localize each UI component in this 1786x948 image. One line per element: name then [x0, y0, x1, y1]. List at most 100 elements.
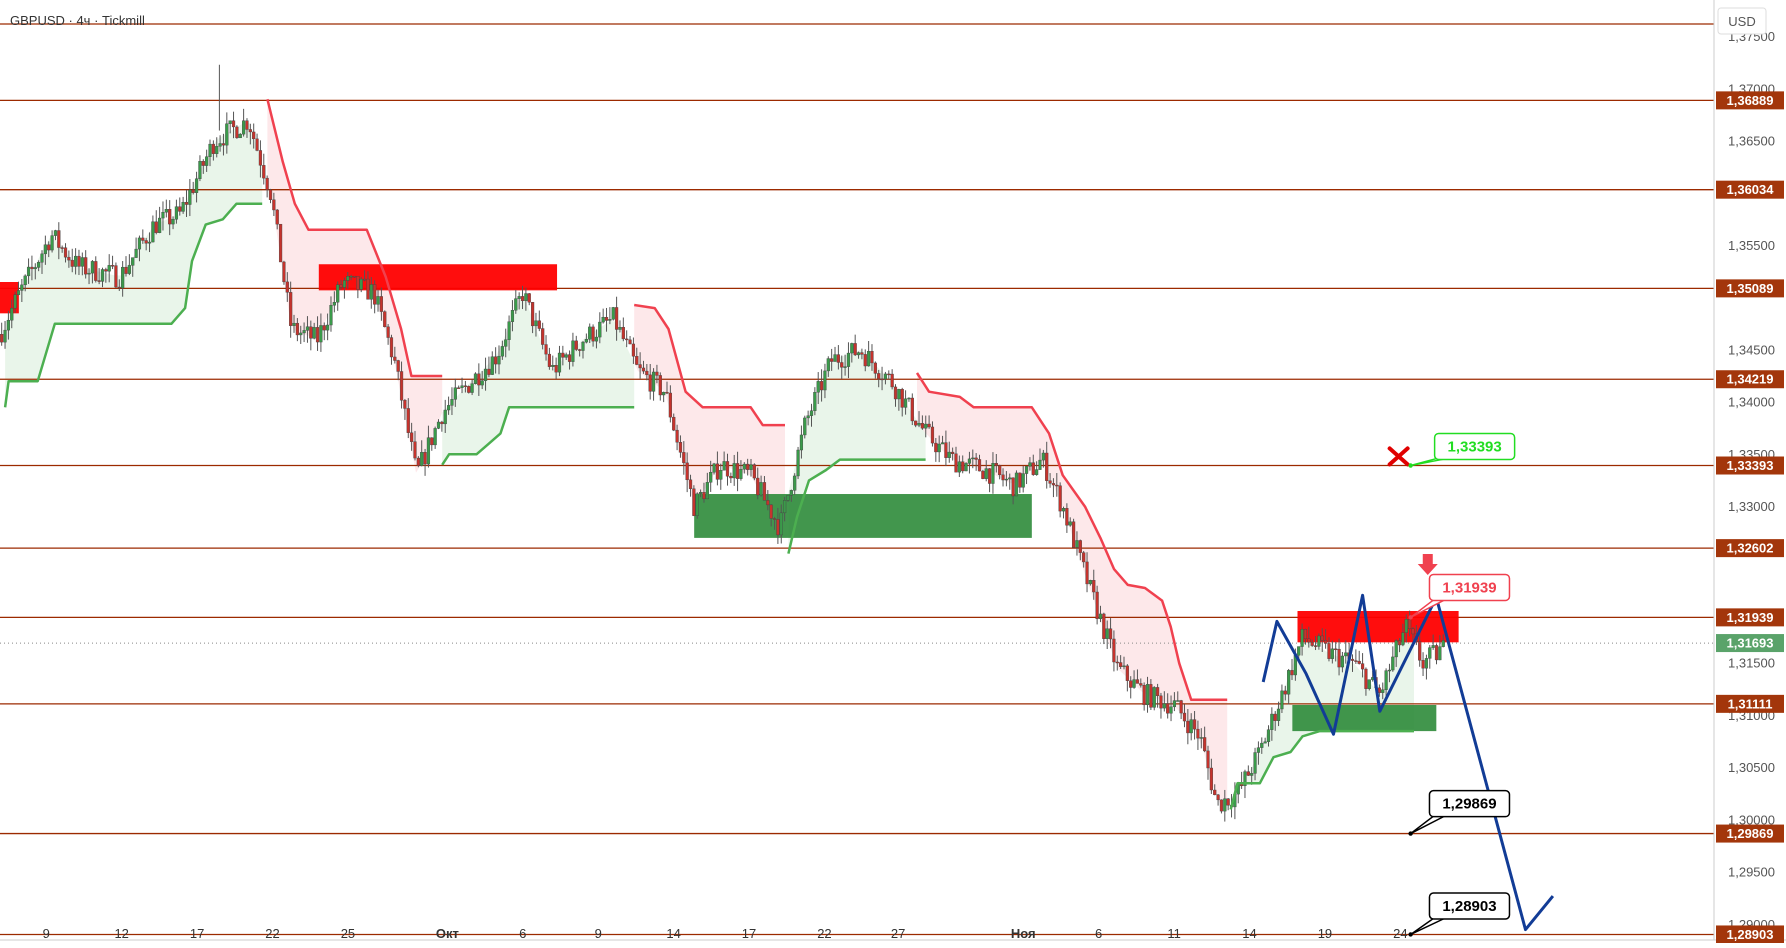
- candle-bear: [900, 389, 904, 408]
- candle-bear: [574, 340, 578, 350]
- currency-box[interactable]: [1717, 7, 1767, 35]
- candle-bull: [242, 120, 246, 135]
- candle-bull: [1441, 640, 1445, 647]
- candle-bull: [3, 329, 7, 343]
- candle-bull: [13, 294, 17, 309]
- candle-bear: [1350, 658, 1355, 661]
- y-tick-label: 1,34000: [1728, 395, 1775, 410]
- candle-bull: [712, 463, 716, 473]
- candle-bear: [1273, 713, 1277, 721]
- candle-bear: [477, 373, 481, 386]
- candle-bear: [567, 354, 572, 362]
- candle-bull: [957, 461, 961, 473]
- candle-bull: [164, 209, 168, 213]
- callout-anchor: [1408, 463, 1413, 468]
- candle-bull: [1287, 670, 1291, 695]
- x-tick-label: 19: [1318, 926, 1332, 941]
- candle-bear: [1307, 638, 1311, 643]
- y-tick-label: 1,36500: [1728, 134, 1775, 149]
- candle-bear: [840, 362, 844, 368]
- candle-bull: [850, 343, 854, 354]
- candle-bear: [530, 302, 535, 327]
- candle-bull: [188, 189, 192, 205]
- candle-bear: [1142, 685, 1146, 706]
- candle-bull: [346, 276, 350, 281]
- trailing-stop-up: [787, 458, 926, 554]
- candle-bear: [201, 161, 205, 166]
- candle-bear: [70, 259, 74, 267]
- candle-bear: [893, 386, 898, 400]
- candle-bear: [1209, 767, 1213, 791]
- candle-bull: [326, 324, 330, 331]
- candle-bear: [366, 278, 370, 300]
- candle-bull: [319, 325, 323, 343]
- candle-bear: [339, 284, 343, 288]
- candle-bull: [470, 383, 474, 393]
- x-tick-label: 14: [666, 926, 680, 941]
- candle-bear: [692, 488, 696, 516]
- candle-bull: [1330, 648, 1334, 659]
- candle-bull: [1189, 719, 1193, 734]
- candle-bull: [1317, 635, 1321, 647]
- candle-bear: [1203, 737, 1207, 752]
- candle-bear: [352, 275, 357, 278]
- candle-bull: [883, 373, 888, 380]
- candle-bull: [709, 472, 713, 483]
- candle-bear: [252, 131, 256, 140]
- candle-bear: [648, 374, 652, 392]
- candle-bear: [84, 257, 88, 275]
- candle-bear: [94, 261, 98, 281]
- candle-bull: [924, 423, 928, 429]
- level-label-bg: [1716, 456, 1784, 475]
- candle-bull: [705, 482, 709, 500]
- x-tick-label: 11: [1167, 926, 1181, 941]
- candle-bear: [1125, 665, 1129, 681]
- candle-bull: [1266, 729, 1271, 742]
- candle-bull: [158, 217, 162, 233]
- candle-bull: [739, 468, 743, 479]
- y-tick-label: 1,34500: [1728, 342, 1775, 357]
- candle-bull: [1387, 669, 1392, 672]
- candle-bull: [43, 244, 47, 255]
- candle-bull: [1004, 478, 1008, 481]
- candle-bull: [971, 457, 975, 460]
- candle-bull: [305, 326, 310, 331]
- candle-bear: [1065, 508, 1069, 526]
- level-label-bg: [1716, 180, 1784, 199]
- x-tick-label: 22: [265, 926, 279, 941]
- trailing-stop-down: [266, 98, 443, 378]
- candle-bear: [930, 426, 935, 444]
- level-label-bg: [1716, 694, 1784, 713]
- candle-bull: [611, 307, 615, 320]
- candle-bull: [107, 265, 111, 272]
- candle-bear: [0, 334, 4, 343]
- candle-bear: [628, 339, 632, 345]
- candle-bull: [359, 278, 363, 290]
- candle-bear: [1303, 629, 1308, 640]
- candle-bear: [987, 468, 992, 484]
- candle-bear: [1313, 645, 1318, 647]
- candle-bear: [1018, 472, 1022, 488]
- x-tick-label: Окт: [436, 926, 459, 941]
- candle-bull: [26, 266, 31, 277]
- x-tick-label: 9: [595, 926, 602, 941]
- candle-bear: [819, 381, 824, 391]
- candle-bear: [541, 328, 545, 345]
- candle-bull: [1250, 773, 1254, 776]
- candle-bear: [554, 365, 558, 373]
- candle-bull: [1401, 632, 1405, 646]
- candle-bear: [265, 177, 269, 191]
- candle-bear: [1182, 712, 1187, 722]
- candle-bear: [910, 397, 914, 422]
- candle-bear: [1058, 485, 1062, 512]
- candle-bull: [121, 266, 125, 289]
- support-zone: [694, 494, 1032, 538]
- candle-bear: [890, 373, 894, 388]
- callout-label: 1,29869: [1442, 796, 1496, 813]
- x-tick-label: 17: [742, 926, 756, 941]
- candle-bear: [1166, 703, 1170, 714]
- candle-bear: [255, 138, 259, 151]
- candle-bear: [1051, 483, 1056, 486]
- callout-box: [1428, 573, 1511, 602]
